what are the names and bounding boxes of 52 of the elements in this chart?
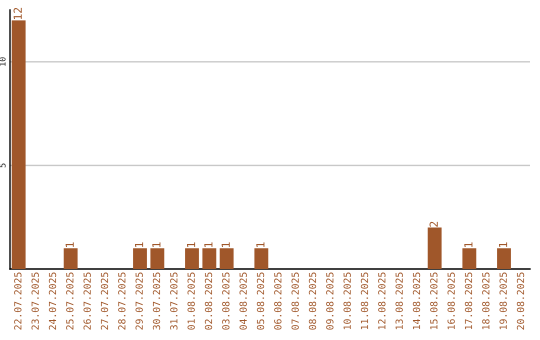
bar (64, 248, 78, 269)
x-tick-label: 10.08.2025 (343, 272, 351, 330)
data-label: 1 (66, 242, 74, 247)
x-tick-label: 17.08.2025 (464, 272, 472, 330)
x-tick-label: 27.07.2025 (100, 272, 108, 330)
x-tick-label: 28.07.2025 (118, 272, 126, 330)
x-tick-label: 05.08.2025 (256, 272, 264, 330)
bar (497, 248, 511, 269)
x-tick-label: 12.08.2025 (378, 272, 386, 330)
bar (202, 248, 216, 269)
data-label: 1 (152, 242, 160, 247)
data-label: 12 (14, 8, 22, 20)
x-tick-label: 23.07.2025 (31, 272, 39, 330)
x-tick-label: 03.08.2025 (222, 272, 230, 330)
x-tick-label: 14.08.2025 (412, 272, 420, 330)
data-label: 2 (430, 222, 438, 227)
data-label: 1 (498, 242, 508, 247)
x-tick-label: 22.07.2025 (14, 272, 22, 330)
bar (428, 228, 442, 269)
x-tick-label: 16.08.2025 (447, 272, 455, 330)
bar (462, 248, 476, 269)
data-label: 1 (204, 242, 212, 247)
x-tick-label: 04.08.2025 (239, 272, 247, 330)
x-tick-label: 25.07.2025 (66, 272, 74, 330)
x-tick-label: 19.08.2025 (499, 272, 507, 330)
bar (12, 20, 26, 269)
bar (254, 248, 268, 269)
x-tick-label: 18.08.2025 (482, 272, 490, 330)
bar (150, 248, 164, 269)
data-label: 1 (256, 242, 264, 247)
x-tick-label: 08.08.2025 (308, 272, 316, 330)
data-label: 1 (222, 242, 230, 247)
x-tick-label: 11.08.2025 (360, 272, 368, 330)
x-tick-label: 09.08.2025 (326, 272, 334, 330)
x-tick-label: 24.07.2025 (48, 272, 56, 330)
data-label: 1 (134, 242, 144, 247)
x-tick-label: 31.07.2025 (170, 272, 178, 330)
x-tick-label: 20.08.2025 (516, 272, 524, 330)
x-tick-label: 02.08.2025 (204, 272, 212, 330)
x-tick-label: 26.07.2025 (83, 272, 91, 330)
x-tick-label: 30.07.2025 (152, 272, 160, 330)
data-label: 1 (464, 242, 472, 247)
x-tick-label: 13.08.2025 (395, 272, 403, 330)
bar (220, 248, 234, 269)
data-label: 1 (186, 242, 196, 247)
bar (185, 248, 199, 269)
x-tick-label: 01.08.2025 (187, 272, 195, 330)
x-tick-label: 07.08.2025 (291, 272, 299, 330)
x-tick-label: 29.07.2025 (135, 272, 143, 330)
x-tick-label: 15.08.2025 (430, 272, 438, 330)
x-tick-label: 06.08.2025 (274, 272, 282, 330)
bar (133, 248, 147, 269)
